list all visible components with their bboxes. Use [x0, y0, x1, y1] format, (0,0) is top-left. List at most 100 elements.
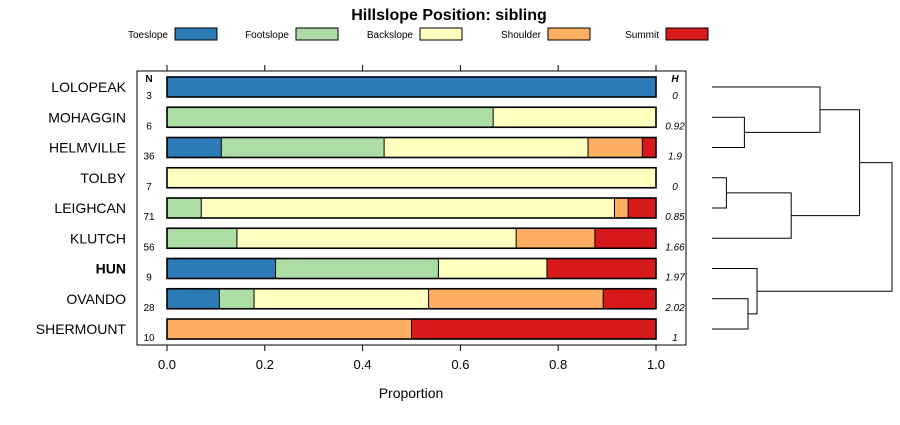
bar-segment — [167, 77, 656, 97]
bar-segment — [594, 228, 656, 249]
legend-label: Shoulder — [501, 30, 542, 41]
n-value: 6 — [146, 121, 152, 132]
legend-swatch — [547, 27, 591, 41]
row-label: HELMVILLE — [49, 140, 126, 156]
row-label: LOLOPEAK — [51, 79, 126, 95]
chart-title: Hillslope Position: sibling — [351, 7, 547, 24]
bar-segment — [201, 198, 615, 218]
row-labels: N H LOLOPEAK 3 0 MOHAGGIN 6 0.92 HELMVILLE 36 1.9 T… — [36, 74, 685, 344]
dendrogram-branch — [757, 162, 893, 292]
n-value: 28 — [143, 303, 155, 314]
x-axis: 0.0 0.2 0.4 0.6 0.8 1.0 — [158, 65, 665, 372]
bar-segment — [428, 288, 604, 309]
x-tick-label: 1.0 — [647, 357, 665, 372]
legend-label: Summit — [625, 30, 659, 41]
bar-outline — [166, 136, 657, 159]
dendrogram-branch — [712, 86, 821, 133]
dendrogram-branch — [712, 192, 792, 239]
bar-segment — [642, 137, 656, 158]
n-value: 9 — [146, 273, 152, 284]
row-label: KLUTCH — [70, 230, 126, 246]
n-header: N — [145, 74, 152, 85]
dendrogram-branch — [712, 116, 745, 148]
legend-swatch — [419, 27, 463, 41]
bar-segment — [614, 198, 629, 218]
x-tick-label: 0.2 — [256, 357, 274, 372]
dendrogram — [712, 86, 893, 330]
x-tick-label: 0.8 — [549, 357, 567, 372]
n-value: 56 — [143, 242, 155, 253]
legend-label: Toeslope — [128, 30, 168, 41]
bar-segment — [221, 137, 385, 158]
h-value: 1 — [672, 333, 678, 344]
bar-outline — [166, 287, 657, 310]
plot-frame — [136, 70, 687, 346]
bar-segment — [546, 258, 656, 279]
row-label: MOHAGGIN — [48, 109, 126, 125]
bar-segment — [254, 288, 429, 309]
bar-segment — [516, 228, 595, 249]
legend-swatch — [665, 27, 709, 41]
bar-segment — [628, 198, 656, 218]
bar-segment — [167, 198, 202, 218]
bar-segment — [411, 319, 656, 339]
bar-outline — [166, 318, 657, 340]
bar-segment — [167, 258, 276, 279]
legend-label: Footslope — [245, 30, 289, 41]
n-value: 7 — [146, 182, 152, 193]
bar-segment — [236, 228, 517, 249]
dendrogram-branch — [712, 268, 758, 315]
n-value: 36 — [143, 152, 155, 163]
bar-segment — [167, 167, 656, 188]
legend: Toeslope Footslope Backslope Shoulder Summit — [128, 27, 709, 41]
row-label: LEIGHCAN — [54, 200, 126, 216]
h-value: 1.9 — [668, 152, 682, 163]
bar-outline — [166, 197, 657, 219]
legend-label: Backslope — [367, 30, 414, 41]
bar-segment — [588, 137, 643, 158]
bar-segment — [167, 137, 222, 158]
n-value: 71 — [143, 212, 155, 223]
bar-outline — [166, 166, 657, 189]
dendrogram-branch — [712, 177, 727, 209]
h-value: 0 — [672, 182, 678, 193]
bar-segment — [167, 228, 237, 249]
x-tick-label: 0.0 — [158, 357, 176, 372]
bar-segment — [275, 258, 439, 279]
bar-outline — [166, 257, 657, 280]
bar-segment — [493, 107, 656, 128]
n-value: 10 — [143, 333, 155, 344]
dendrogram-branch — [712, 298, 749, 330]
bar-segment — [219, 288, 255, 309]
dendrogram-branch — [791, 109, 861, 217]
bar-segment — [167, 107, 494, 128]
h-value: 1.66 — [665, 242, 685, 253]
row-label: HUN — [96, 261, 126, 277]
row-label: TOLBY — [80, 170, 126, 186]
h-header: H — [671, 74, 679, 85]
h-value: 1.97 — [665, 273, 685, 284]
legend-swatch — [295, 27, 339, 41]
bars — [166, 76, 657, 340]
x-tick-label: 0.6 — [451, 357, 469, 372]
n-value: 3 — [146, 91, 152, 102]
x-axis-label: Proportion — [379, 385, 444, 401]
bar-segment — [603, 288, 656, 309]
h-value: 2.02 — [664, 303, 685, 314]
bar-segment — [167, 319, 412, 339]
h-value: 0.85 — [665, 212, 685, 223]
bar-outline — [166, 227, 657, 250]
legend-swatch — [174, 27, 218, 41]
x-tick-label: 0.4 — [354, 357, 372, 372]
h-value: 0 — [672, 91, 678, 102]
row-label: SHERMOUNT — [36, 321, 127, 337]
bar-outline — [166, 106, 657, 129]
h-value: 0.92 — [665, 121, 685, 132]
bar-segment — [167, 288, 220, 309]
row-label: OVANDO — [66, 291, 126, 307]
bar-segment — [438, 258, 547, 279]
bar-segment — [384, 137, 589, 158]
bar-outline — [166, 76, 657, 98]
